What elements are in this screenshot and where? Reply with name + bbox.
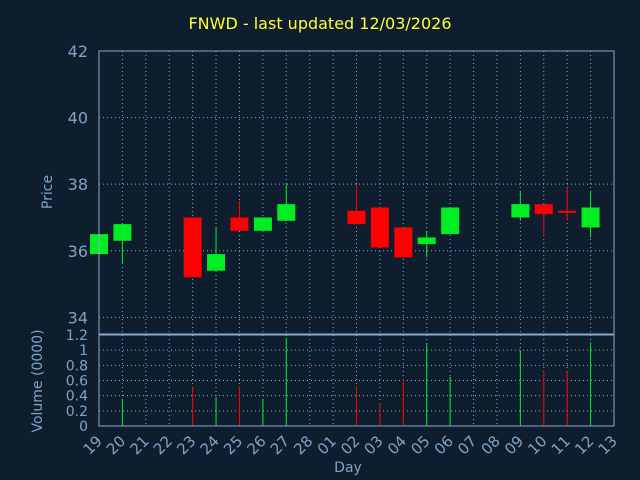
candle-up (417, 237, 436, 245)
x-tick-label: 27 (267, 432, 293, 458)
candle-down (230, 217, 249, 231)
x-tick-label: 28 (290, 432, 316, 458)
candle-up (113, 224, 132, 241)
x-tick-label: 13 (595, 432, 621, 458)
volume-tick-label: 0.6 (66, 374, 88, 390)
volume-panel-frame (98, 334, 615, 427)
x-tick-label: 10 (524, 432, 550, 458)
candle-down (347, 210, 366, 225)
x-tick-label: 12 (571, 432, 597, 458)
candle-down (558, 210, 577, 213)
volume-tick-label: 1 (79, 343, 88, 359)
x-tick-label: 24 (197, 432, 223, 458)
x-tick-label: 25 (220, 432, 246, 458)
x-tick-label: 09 (501, 432, 527, 458)
volume-tick-label: 0.4 (66, 389, 88, 405)
x-axis-title: Day (334, 460, 362, 476)
x-tick-label: 05 (407, 432, 433, 458)
candle-up (441, 207, 460, 235)
price-tick-label: 36 (68, 242, 88, 261)
x-tick-label: 20 (103, 432, 129, 458)
x-tick-label: 22 (150, 432, 176, 458)
x-tick-label: 06 (431, 432, 457, 458)
x-tick-label: 23 (173, 432, 199, 458)
chart-title: FNWD - last updated 12/03/2026 (188, 14, 452, 33)
candle-up (581, 207, 600, 228)
volume-axis-title: Volume (0000) (30, 329, 46, 432)
x-tick-label: 11 (548, 432, 574, 458)
volume-tick-label: 0.8 (66, 358, 88, 374)
price-tick-label: 42 (68, 42, 88, 61)
x-tick-label: 04 (384, 432, 410, 458)
price-tick-label: 40 (68, 109, 88, 128)
candle-down (183, 217, 202, 278)
candle-down (534, 204, 553, 215)
x-tick-label: 21 (126, 432, 152, 458)
x-tick-label: 07 (454, 432, 480, 458)
candle-down (394, 227, 413, 258)
candle-up (511, 204, 530, 218)
price-tick-label: 34 (68, 308, 88, 327)
volume-tick-label: 0 (79, 419, 88, 435)
candle-up (253, 217, 272, 231)
price-axis-title: Price (40, 175, 56, 209)
x-tick-label: 02 (337, 432, 363, 458)
x-tick-label: 08 (478, 432, 504, 458)
volume-tick-label: 0.2 (66, 404, 88, 420)
candle-down (370, 207, 389, 248)
candle-up (207, 254, 226, 271)
volume-tick-label: 1.2 (66, 328, 88, 344)
x-tick-label: 03 (361, 432, 387, 458)
x-tick-label: 01 (314, 432, 340, 458)
x-tick-label: 26 (243, 432, 269, 458)
candle-up (277, 204, 296, 221)
x-tick-label: 19 (80, 432, 106, 458)
price-tick-label: 38 (68, 175, 88, 194)
price-panel-frame (98, 50, 615, 335)
